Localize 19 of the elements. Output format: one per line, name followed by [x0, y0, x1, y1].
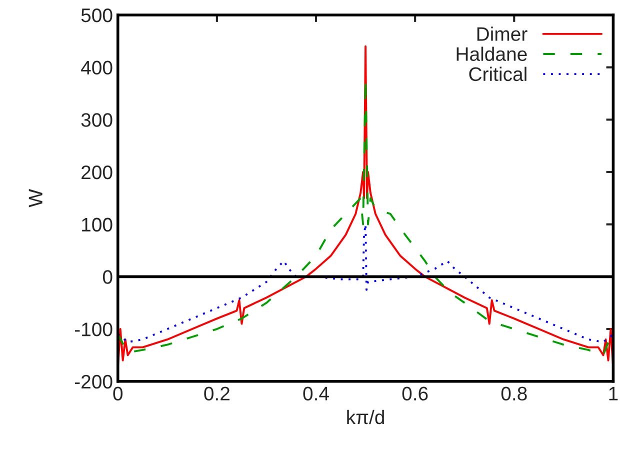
y-tick-label: 0: [102, 270, 112, 284]
x-axis-title: kπ/d: [347, 410, 384, 424]
x-tick-label: 1: [609, 386, 618, 400]
y-axis-title: W: [28, 189, 42, 208]
y-tick-label: 300: [81, 113, 112, 127]
y-tick-label: -200: [74, 374, 112, 389]
y-tick-label: -100: [74, 322, 112, 336]
x-tick-label: 0.4: [303, 386, 329, 401]
y-tick-label: 200: [82, 165, 112, 180]
y-tick-label: 500: [81, 8, 112, 22]
x-tick-label: 0: [113, 386, 123, 401]
legend-label: Haldane: [456, 46, 527, 61]
x-tick-label: 0.8: [501, 386, 527, 401]
x-tick-label: 0.6: [402, 386, 428, 401]
legend-label: Dimer: [477, 26, 528, 41]
y-tick-label: 400: [81, 60, 112, 75]
legend-label: Critical: [469, 66, 526, 82]
x-tick-label: 0.2: [204, 386, 230, 401]
y-tick-label: 100: [82, 218, 112, 232]
